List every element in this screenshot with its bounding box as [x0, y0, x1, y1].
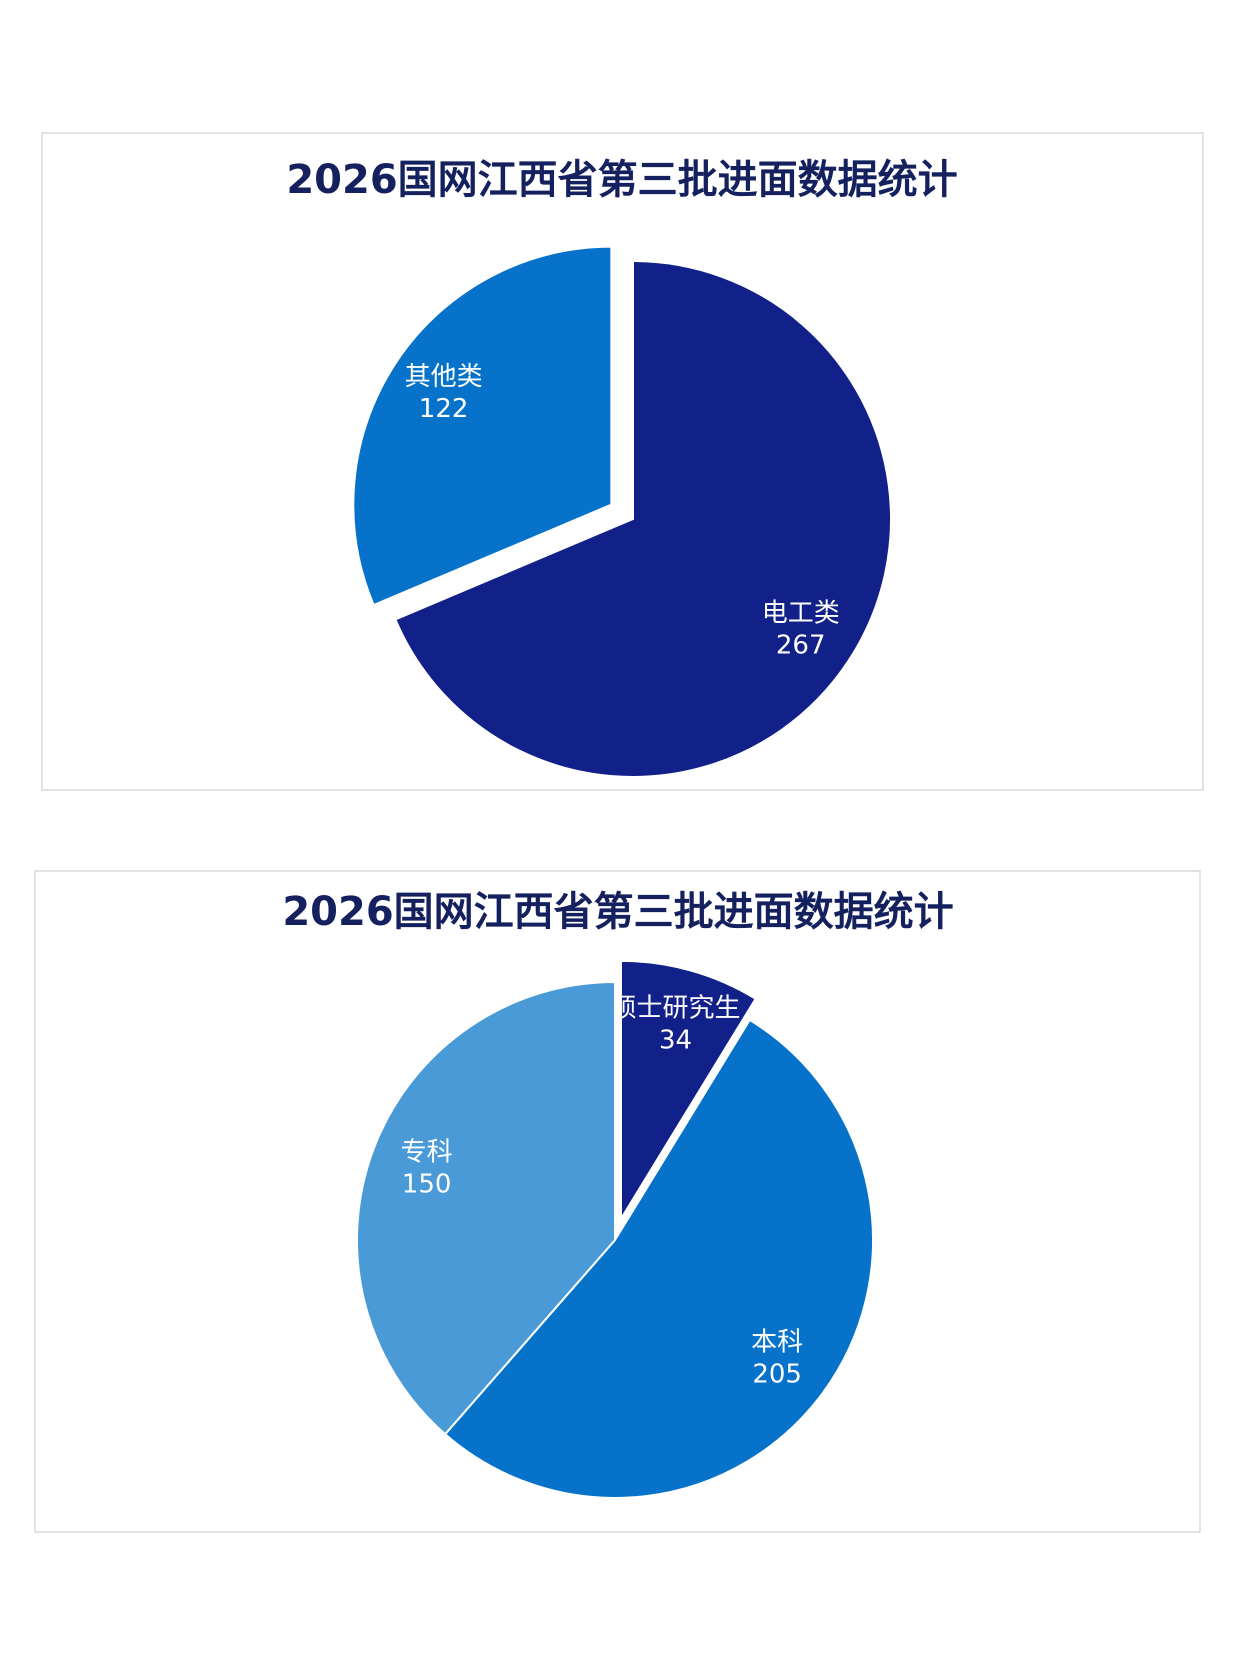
pie-slice — [356, 980, 616, 1436]
pie-slice — [443, 1018, 875, 1500]
slice-value: 34 — [659, 1026, 692, 1056]
pie-slice — [352, 245, 613, 607]
slice-label: 其他类 — [405, 362, 483, 392]
chart-title: 2026国网江西省第三批进面数据统计 — [286, 157, 957, 203]
slice-label: 本科 — [751, 1328, 803, 1358]
slice-value: 122 — [419, 394, 469, 424]
slice-label: 电工类 — [762, 599, 840, 629]
slice-label: 专科 — [401, 1138, 453, 1168]
pie-slice — [619, 959, 758, 1223]
slice-value: 205 — [752, 1360, 802, 1390]
slice-value: 267 — [776, 631, 826, 661]
chart-title: 2026国网江西省第三批进面数据统计 — [282, 889, 953, 935]
slice-value: 150 — [402, 1170, 452, 1200]
pie-slice — [394, 259, 892, 778]
slice-label: 硕士研究生 — [611, 994, 741, 1024]
